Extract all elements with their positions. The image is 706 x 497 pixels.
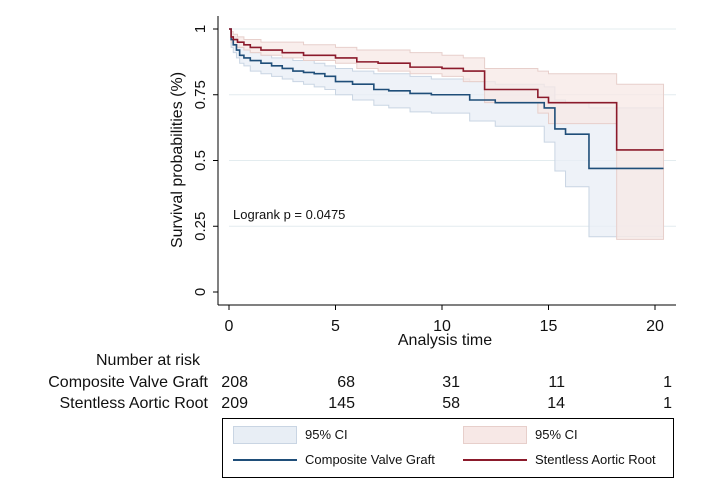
risk-row-label: Stentless Aortic Root xyxy=(59,395,208,412)
x-tick-label-0: 0 xyxy=(225,318,234,335)
risk-value: 208 xyxy=(221,374,248,391)
ci-swatch-composite xyxy=(233,426,297,444)
y-tick-label-1: 0.25 xyxy=(192,212,209,241)
x-axis-label: Analysis time xyxy=(398,332,492,349)
x-tick-label-1: 5 xyxy=(331,318,340,335)
risk-table-title: Number at risk xyxy=(96,352,201,369)
x-tick-label-2: 10 xyxy=(433,318,451,335)
legend-ci-label-1: 95% CI xyxy=(305,427,348,442)
risk-value: 1 xyxy=(663,374,672,391)
risk-value: 58 xyxy=(442,395,460,412)
risk-value: 31 xyxy=(442,374,460,391)
risk-value: 145 xyxy=(328,395,355,412)
legend: 95% CI 95% CI Composite Valve Graft Sten… xyxy=(222,418,674,478)
risk-row-label: Composite Valve Graft xyxy=(48,374,208,391)
y-tick-label-3: 0.75 xyxy=(192,80,209,109)
risk-value: 1 xyxy=(663,395,672,412)
ci-band-1 xyxy=(229,28,665,240)
risk-value: 14 xyxy=(547,395,565,412)
legend-series-label-2: Stentless Aortic Root xyxy=(535,452,656,467)
risk-value: 68 xyxy=(337,374,355,391)
line-swatch-stentless xyxy=(463,459,527,461)
legend-ci-label-2: 95% CI xyxy=(535,427,578,442)
legend-series-label-1: Composite Valve Graft xyxy=(305,452,435,467)
x-tick-label-4: 20 xyxy=(646,318,664,335)
risk-value: 209 xyxy=(221,395,248,412)
y-tick-label-4: 1 xyxy=(192,25,209,33)
y-tick-label-0: 0 xyxy=(192,288,209,296)
y-axis-label: Survival probabilities (%) xyxy=(169,72,186,248)
survival-curve-0 xyxy=(229,28,664,170)
survival-curve-1 xyxy=(229,28,664,151)
line-swatch-composite xyxy=(233,459,297,461)
logrank-annotation: Logrank p = 0.0475 xyxy=(233,207,345,222)
y-tick-label-2: 0.5 xyxy=(192,150,209,171)
x-tick-label-3: 15 xyxy=(540,318,558,335)
ci-swatch-stentless xyxy=(463,426,527,444)
survival-curves xyxy=(229,28,664,170)
risk-value: 11 xyxy=(548,374,565,391)
